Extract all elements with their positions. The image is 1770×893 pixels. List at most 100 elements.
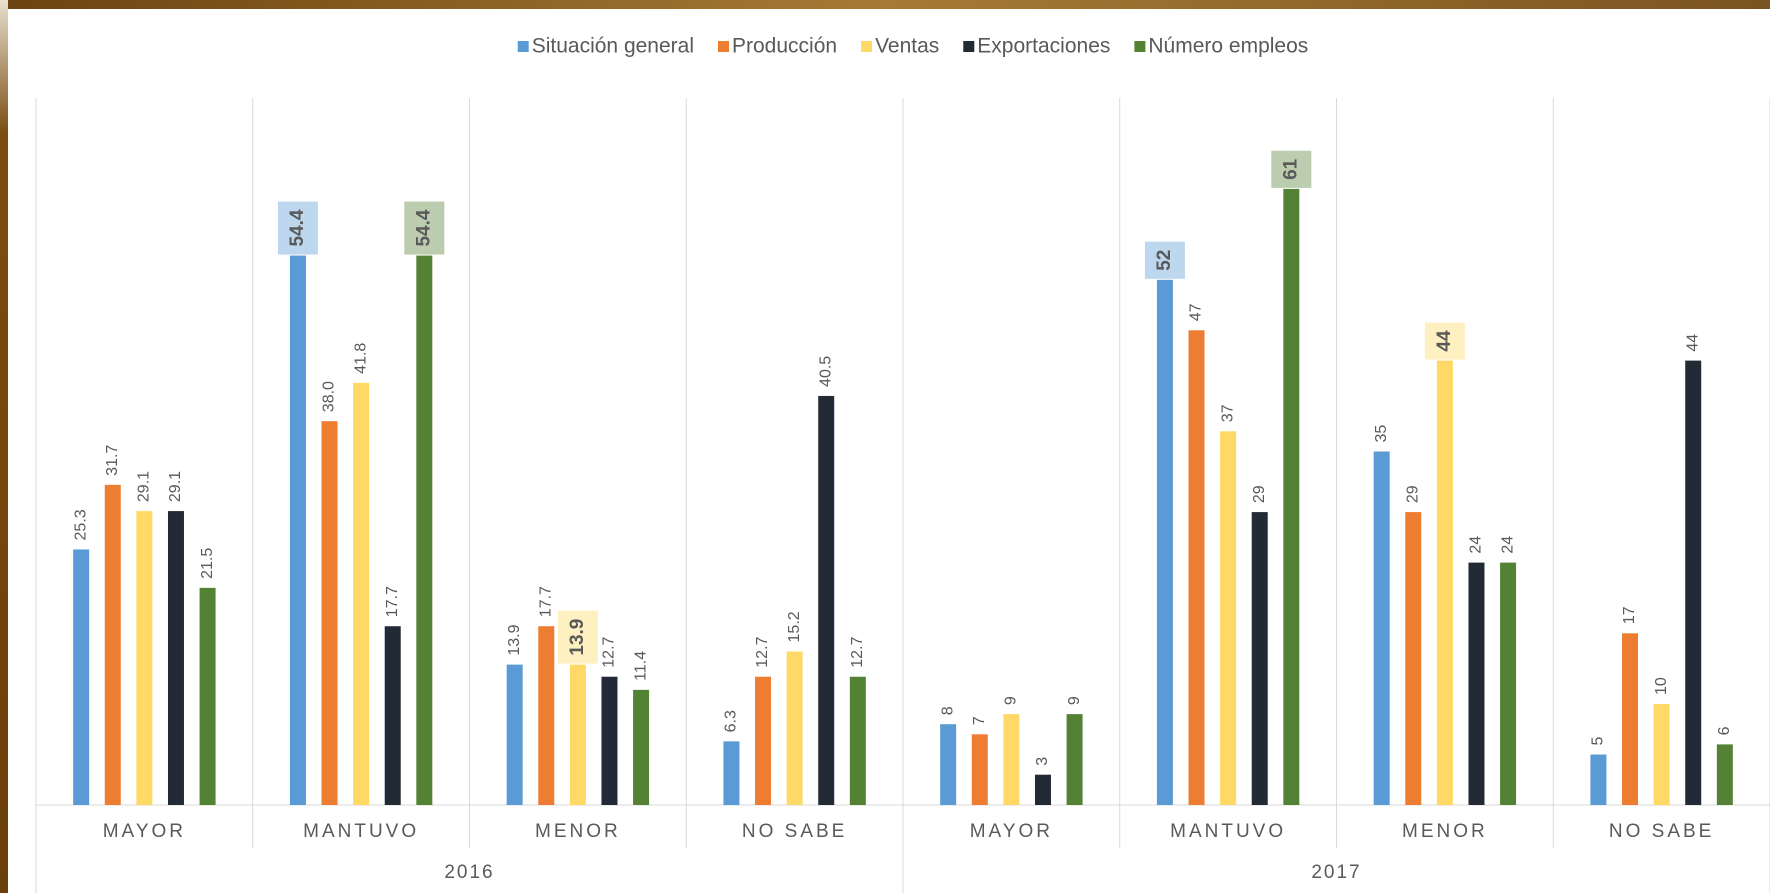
value-label-group: 31.7 [104, 445, 121, 476]
value-label: 44 [1684, 334, 1701, 352]
value-label-group: 9 [1066, 696, 1083, 705]
value-label: 17.7 [537, 586, 554, 617]
legend-swatch [861, 41, 873, 52]
value-label-group: 7 [971, 716, 988, 725]
value-label-group: 3 [1034, 757, 1051, 766]
value-label-group: 13.9 [557, 610, 598, 664]
value-label-highlight [557, 610, 598, 664]
bar [1468, 562, 1485, 805]
bar [506, 664, 523, 805]
bar [1283, 188, 1300, 805]
value-label: 38.0 [321, 381, 338, 412]
value-label-group: 12.7 [754, 636, 771, 667]
value-label-group: 38.0 [321, 381, 338, 412]
value-label: 61 [1280, 158, 1301, 180]
value-label: 5 [1590, 737, 1607, 746]
bar [633, 689, 650, 805]
bar [1003, 714, 1020, 805]
value-label-group: 11.4 [632, 651, 649, 681]
legend-label: Producción [732, 35, 837, 58]
value-label: 15.2 [786, 611, 803, 642]
value-label-group: 6.3 [723, 710, 740, 732]
value-label-group: 12.7 [601, 636, 618, 667]
value-label-group: 6 [1716, 726, 1733, 735]
bar [1685, 360, 1702, 805]
value-label: 54.4 [287, 209, 308, 246]
bar [353, 382, 370, 805]
value-label: 29 [1251, 485, 1268, 503]
bar [1066, 714, 1083, 805]
legend-label: Exportaciones [977, 35, 1110, 58]
x-tick-label: MANTUVO [1170, 821, 1286, 842]
legend-label: Ventas [875, 35, 939, 58]
value-label-group: 47 [1188, 303, 1205, 321]
value-label-group: 9 [1003, 696, 1020, 705]
value-label-highlight [404, 201, 445, 255]
bar [1716, 744, 1733, 805]
value-label: 9 [1066, 696, 1083, 705]
x-tick-label: MANTUVO [303, 821, 419, 842]
bar [104, 484, 121, 805]
value-label: 9 [1003, 696, 1020, 705]
bar [723, 741, 740, 805]
value-label: 24 [1499, 536, 1516, 554]
x-tick-label: MENOR [535, 821, 621, 842]
value-label-group: 35 [1373, 425, 1390, 443]
bar [1373, 451, 1390, 805]
value-label-group: 15.2 [786, 611, 803, 642]
value-label-group: 12.7 [849, 636, 866, 667]
value-label-highlight [1271, 150, 1312, 188]
value-label-group: 44 [1684, 334, 1701, 352]
value-label: 25.3 [72, 509, 89, 540]
bar [755, 676, 772, 805]
bar [786, 651, 803, 805]
value-label: 12.7 [849, 636, 866, 667]
value-label: 41.8 [352, 343, 369, 374]
value-label: 8 [939, 706, 956, 715]
value-label: 35 [1373, 425, 1390, 443]
value-label-group: 25.3 [72, 509, 89, 540]
value-label-group: 5 [1590, 737, 1607, 746]
value-label-group: 40.5 [817, 356, 834, 387]
value-label: 29.1 [167, 471, 184, 502]
value-label: 6.3 [723, 710, 740, 732]
left-banner [0, 0, 8, 893]
value-label-group: 29 [1251, 485, 1268, 503]
value-label: 37 [1219, 404, 1236, 422]
x-tick-label: NO SABE [742, 821, 847, 842]
legend-label: Situación general [532, 35, 694, 58]
value-label-group: 54.4 [277, 201, 318, 255]
legend: Situación general Producción Ventas Exporta… [517, 35, 1308, 58]
legend-label: Número empleos [1148, 35, 1308, 58]
value-label: 44 [1434, 330, 1455, 352]
bar [136, 511, 153, 805]
value-label-group: 37 [1219, 404, 1236, 422]
bar [1500, 562, 1517, 805]
bar [940, 724, 957, 805]
legend-swatch [963, 41, 975, 52]
value-label-group: 52 [1144, 241, 1185, 279]
bar [321, 421, 338, 805]
value-label-group: 17.7 [537, 586, 554, 617]
value-label-group: 61 [1271, 150, 1312, 188]
value-label: 40.5 [817, 356, 834, 387]
value-label: 52 [1154, 250, 1175, 271]
bar [1436, 360, 1453, 805]
value-label-group: 54.4 [404, 201, 445, 255]
value-label-group: 24 [1468, 536, 1485, 554]
value-label: 29 [1404, 485, 1421, 503]
group-label: 2016 [444, 862, 494, 883]
bar [1220, 431, 1237, 805]
value-label: 24 [1468, 536, 1485, 554]
value-label: 10 [1653, 677, 1670, 695]
bar [1590, 754, 1607, 805]
value-label: 3 [1034, 757, 1051, 766]
bar [1156, 279, 1173, 805]
bar [416, 255, 433, 805]
x-tick-label: MENOR [1402, 821, 1488, 842]
legend-swatch [1134, 41, 1146, 52]
value-label: 47 [1188, 303, 1205, 321]
value-label-group: 24 [1499, 536, 1516, 554]
